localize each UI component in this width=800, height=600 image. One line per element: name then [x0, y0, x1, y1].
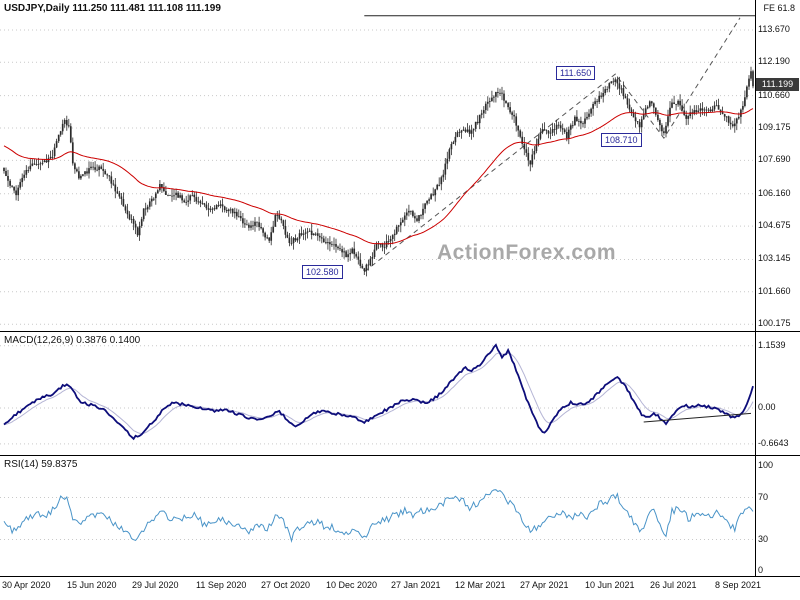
price-axis-label: 104.675: [758, 220, 791, 230]
macd-trendline: [643, 412, 752, 423]
price-axis-label: 106.160: [758, 188, 791, 198]
symbol-ohlc-header: USDJPY,Daily 111.250 111.481 111.108 111…: [4, 3, 221, 14]
rsi-axis-label: 0: [758, 565, 764, 575]
date-axis-label: 15 Jun 2020: [67, 580, 117, 590]
rsi-gridlines: [0, 497, 755, 540]
date-axis-label: 29 Jul 2020: [132, 580, 179, 590]
rsi-axis-label: 70: [758, 492, 769, 502]
date-axis-label: 10 Dec 2020: [326, 580, 378, 590]
macd-signal-line: [3, 352, 754, 435]
rsi-axis-label: 30: [758, 534, 769, 544]
macd-axis-label: 1.1539: [758, 340, 786, 350]
date-axis-label: 27 Oct 2020: [261, 580, 311, 590]
watermark: ActionForex.com: [437, 241, 617, 264]
date-axis-label: 10 Jun 2021: [585, 580, 635, 590]
date-axis-label: 27 Jan 2021: [391, 580, 441, 590]
rsi-axis-label: 100: [758, 460, 774, 470]
rsi-indicator-label: RSI(14) 59.8375: [4, 459, 78, 470]
panel-separators: [0, 0, 800, 577]
macd-indicator-label: MACD(12,26,9) 0.3876 0.1400: [4, 335, 141, 346]
price-axis-label: 101.660: [758, 286, 791, 296]
moving-average-line: [3, 108, 754, 245]
price-axis-label: 112.190: [758, 56, 790, 66]
price-axis-label: 113.670: [758, 24, 790, 34]
price-axis-label: 100.175: [758, 318, 791, 328]
date-axis-label: 30 Apr 2020: [2, 580, 51, 590]
fib-extension-label: FE 61.8: [763, 3, 795, 13]
price-gridlines: [0, 29, 755, 325]
price-axis-label: 107.690: [758, 154, 791, 164]
price-axis-label: 110.660: [758, 90, 790, 100]
price-axis-label: 103.145: [758, 253, 791, 263]
rsi-line: [3, 489, 754, 543]
date-axis-label: 12 Mar 2021: [455, 580, 506, 590]
swing-trendline-dashed: [363, 17, 741, 273]
date-axis-label: 26 Jul 2021: [650, 580, 697, 590]
macd-axis-label: -0.6643: [758, 438, 789, 448]
price-axis-label: 109.175: [758, 122, 791, 132]
macd-main-line: [3, 343, 754, 441]
date-axis-label: 11 Sep 2020: [196, 580, 247, 590]
august-low-price-label: 108.710: [601, 133, 642, 147]
date-axis-label: 8 Sep 2021: [715, 580, 762, 590]
macd-axis-label: 0.00: [758, 402, 776, 412]
current-price-tag: 111.199: [756, 78, 799, 91]
candlesticks: [3, 66, 754, 277]
date-axis-label: 27 Apr 2021: [520, 580, 569, 590]
january-low-price-label: 102.580: [302, 265, 343, 279]
swing-high-price-label: 111.650: [556, 66, 596, 80]
macd-gridlines: [0, 345, 755, 445]
